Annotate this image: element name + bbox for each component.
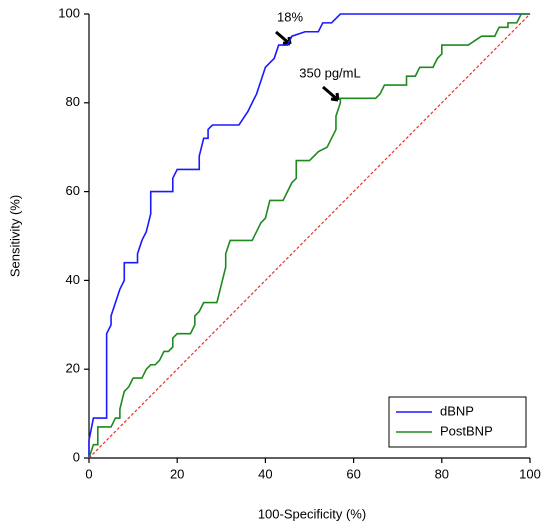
annotation-arrow xyxy=(322,85,340,102)
y-tick-label: 80 xyxy=(66,94,80,109)
x-tick-label: 60 xyxy=(346,466,360,481)
legend-label: dBNP xyxy=(440,403,474,418)
y-tick-label: 20 xyxy=(66,361,80,376)
legend-box xyxy=(388,396,527,448)
roc-line xyxy=(88,13,530,459)
y-tick-label: 100 xyxy=(58,5,80,20)
y-tick-label: 60 xyxy=(66,183,80,198)
y-axis-label: Sensitivity (%) xyxy=(7,195,22,277)
annotation-arrow xyxy=(275,30,292,46)
x-tick-label: 0 xyxy=(85,466,92,481)
x-axis-label: 100-Specificity (%) xyxy=(258,506,366,521)
x-tick-label: 20 xyxy=(170,466,184,481)
roc-line xyxy=(88,13,530,458)
annotation: 350 pg/mL xyxy=(299,65,360,80)
legend-label: PostBNP xyxy=(440,423,493,438)
x-tick-label: 80 xyxy=(435,466,449,481)
reference-diagonal xyxy=(88,13,531,459)
annotation: 18% xyxy=(277,9,303,24)
y-tick-label: 40 xyxy=(66,272,80,287)
y-tick-label: 0 xyxy=(73,449,80,464)
x-tick-label: 100 xyxy=(519,466,541,481)
x-tick-label: 40 xyxy=(258,466,272,481)
